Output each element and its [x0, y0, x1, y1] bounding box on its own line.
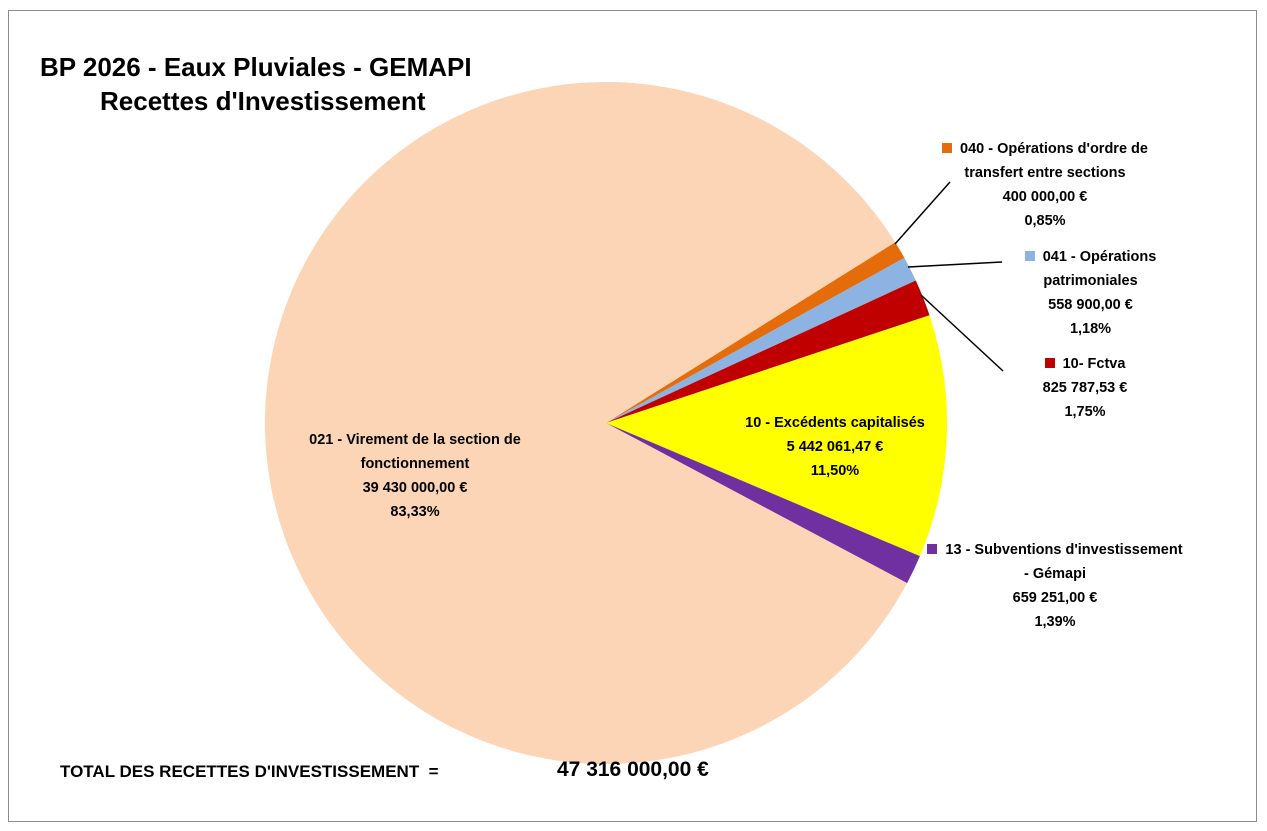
leader-line: [894, 181, 951, 245]
slice-label: 10 - Excédents capitalisés 5 442 061,47 €…: [705, 411, 965, 483]
slice-label: 021 - Virement de la section de fonction…: [290, 428, 540, 524]
category-label: 10 - Excédents capitalisés: [705, 411, 965, 435]
chart-title: BP 2026 - Eaux Pluviales - GEMAPI: [40, 52, 472, 82]
legend-swatch: [1024, 251, 1035, 261]
legend-swatch: [1044, 358, 1055, 368]
total-label: TOTAL DES RECETTES D'INVESTISSEMENT =: [60, 762, 439, 781]
chart-subtitle: Recettes d'Investissement: [100, 86, 426, 116]
legend-swatch: [942, 143, 952, 153]
pie-slice: [265, 82, 908, 765]
slice-label: 10- Fctva 825 787,53 € 1,75%: [1010, 352, 1160, 424]
total-value: 47 316 000,00 €: [557, 758, 709, 781]
pie-slice: [606, 242, 905, 423]
category-name: 041 - Opérations patrimoniales: [1042, 249, 1157, 289]
leader-line: [920, 294, 1004, 372]
pie-slice: [606, 423, 920, 584]
value-label: 5 442 061,47 €: [786, 439, 884, 455]
category-name: 10- Fctva: [1062, 356, 1126, 372]
category-label: 021 - Virement de la section de fonction…: [290, 428, 540, 476]
percent-label: 1,75%: [1064, 404, 1106, 420]
category-label: 10- Fctva: [1010, 352, 1160, 376]
slice-label: 041 - Opérations patrimoniales 558 900,00…: [1003, 245, 1178, 341]
pie-slice: [606, 280, 930, 423]
pie-slice: [606, 257, 916, 423]
legend-swatch: [927, 544, 938, 554]
value-label: 39 430 000,00 €: [362, 480, 468, 496]
category-name: 040 - Opérations d'ordre de transfert en…: [960, 141, 1148, 181]
chart-border: [8, 10, 1257, 822]
category-name: 10 - Excédents capitalisés: [745, 415, 925, 431]
category-label: 041 - Opérations patrimoniales: [1003, 245, 1178, 293]
category-label: 13 - Subventions d'investissement - Géma…: [925, 538, 1185, 586]
slice-label: 040 - Opérations d'ordre de transfert en…: [915, 137, 1175, 233]
value-label: 659 251,00 €: [1012, 590, 1098, 606]
leader-line: [907, 261, 1003, 268]
percent-label: 83,33%: [390, 504, 440, 520]
percent-label: 11,50%: [810, 463, 860, 479]
percent-label: 1,18%: [1069, 321, 1112, 337]
pie-slice: [606, 315, 947, 557]
category-name: 13 - Subventions d'investissement - Géma…: [945, 542, 1183, 582]
category-name: 021 - Virement de la section de fonction…: [309, 432, 521, 472]
percent-label: 0,85%: [1024, 213, 1066, 229]
value-label: 558 900,00 €: [1048, 297, 1133, 313]
slice-label: 13 - Subventions d'investissement - Géma…: [925, 538, 1185, 634]
percent-label: 1,39%: [1034, 614, 1076, 630]
category-label: 040 - Opérations d'ordre de transfert en…: [915, 137, 1175, 185]
value-label: 400 000,00 €: [1002, 189, 1088, 205]
value-label: 825 787,53 €: [1042, 380, 1128, 396]
